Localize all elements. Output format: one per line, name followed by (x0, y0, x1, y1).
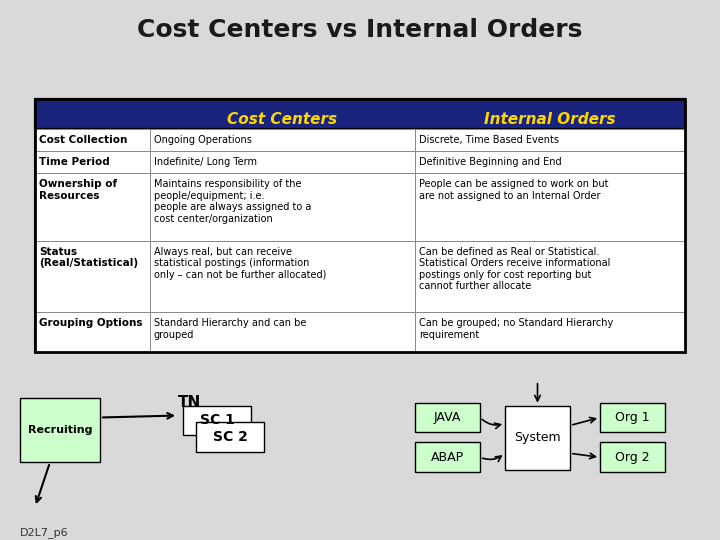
Text: Org 2: Org 2 (615, 451, 650, 464)
Text: Time Period: Time Period (39, 157, 109, 167)
Text: ABAP: ABAP (431, 451, 464, 464)
Text: Standard Hierarchy and can be
grouped: Standard Hierarchy and can be grouped (154, 318, 307, 340)
Text: Grouping Options: Grouping Options (39, 318, 143, 328)
Bar (35, 151, 685, 173)
Text: D2L7_p6: D2L7_p6 (20, 527, 68, 538)
Text: Definitive Beginning and End: Definitive Beginning and End (419, 157, 562, 167)
Text: SC 2: SC 2 (212, 430, 248, 444)
Bar (35, 312, 685, 352)
Bar (35, 129, 685, 151)
Text: Cost Collection: Cost Collection (39, 135, 127, 145)
Bar (20, 397, 100, 462)
Text: Org 1: Org 1 (615, 411, 650, 424)
Text: Cost Centers: Cost Centers (228, 112, 338, 127)
Bar (35, 173, 685, 240)
Text: TN: TN (178, 395, 202, 410)
Text: JAVA: JAVA (434, 411, 462, 424)
Text: Maintains responsibility of the
people/equipment; i.e.
people are always assigne: Maintains responsibility of the people/e… (154, 179, 311, 224)
Text: Ongoing Operations: Ongoing Operations (154, 135, 252, 145)
Text: Indefinite/ Long Term: Indefinite/ Long Term (154, 157, 257, 167)
Bar (35, 99, 685, 129)
Text: System: System (514, 431, 561, 444)
Bar (35, 99, 685, 352)
Text: Can be grouped; no Standard Hierarchy
requirement: Can be grouped; no Standard Hierarchy re… (419, 318, 613, 340)
Bar (35, 99, 685, 352)
Text: Status
(Real/Statistical): Status (Real/Statistical) (39, 247, 138, 268)
Bar (35, 240, 685, 312)
Text: Always real, but can receive
statistical postings (information
only – can not be: Always real, but can receive statistical… (154, 247, 326, 280)
Bar (600, 403, 665, 433)
Text: Recruiting: Recruiting (28, 425, 92, 435)
Bar (600, 442, 665, 472)
Text: Cost Centers vs Internal Orders: Cost Centers vs Internal Orders (138, 18, 582, 42)
Bar (196, 422, 264, 453)
Bar (415, 403, 480, 433)
Text: Ownership of
Resources: Ownership of Resources (39, 179, 117, 200)
Text: SC 1: SC 1 (199, 414, 235, 428)
Bar (505, 406, 570, 470)
Text: Can be defined as Real or Statistical.
Statistical Orders receive informational
: Can be defined as Real or Statistical. S… (419, 247, 611, 291)
Text: People can be assigned to work on but
are not assigned to an Internal Order: People can be assigned to work on but ar… (419, 179, 608, 200)
Bar (183, 406, 251, 435)
Text: Discrete, Time Based Events: Discrete, Time Based Events (419, 135, 559, 145)
Bar (415, 442, 480, 472)
Text: Internal Orders: Internal Orders (484, 112, 616, 127)
